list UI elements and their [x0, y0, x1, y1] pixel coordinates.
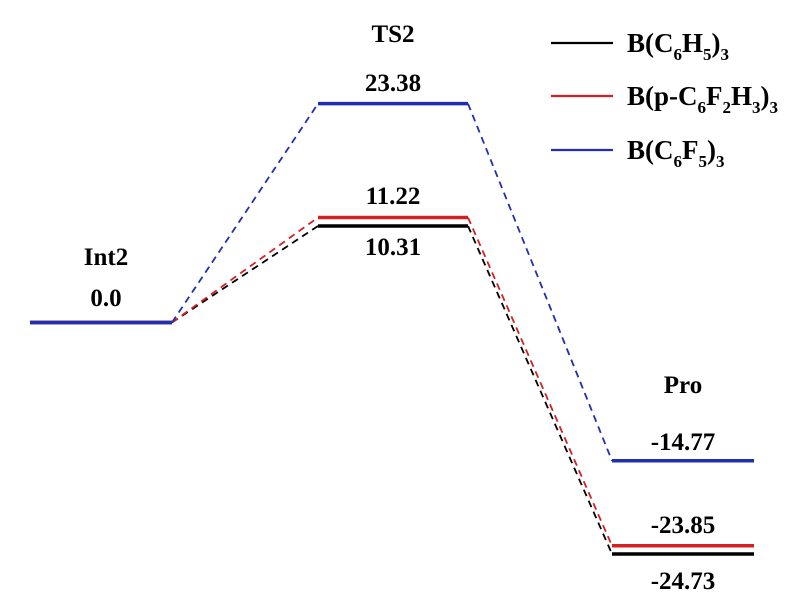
value-label-ts2-blue: 23.38 [365, 70, 421, 97]
series-0-connector-2 [467, 225, 613, 555]
value-label-pro-black: -24.73 [651, 568, 716, 595]
value-label-ts2-black: 10.31 [365, 234, 421, 261]
series-2-connector-1 [171, 103, 319, 323]
series-1-connector-1 [171, 216, 319, 324]
energy-levels [30, 101, 754, 556]
legend-label-1: B(p-C6F2H3)3 [627, 81, 778, 117]
stage-label-ts2: TS2 [371, 21, 414, 48]
value-label-int2: 0.0 [90, 285, 121, 312]
series-2-connector-2 [467, 103, 613, 462]
labels: Int2 TS2 Pro 0.0 23.38 11.22 10.31 -14.77 -23.85… [84, 21, 778, 595]
stage-label-pro: Pro [664, 372, 702, 399]
series-0-connector-1 [171, 225, 319, 324]
profile-lines [171, 103, 613, 555]
value-label-pro-red: -23.85 [651, 512, 716, 539]
legend-label-2: B(C6F5)3 [627, 135, 725, 171]
stage-label-int2: Int2 [84, 244, 128, 271]
legend-label-0: B(C6H5)3 [627, 28, 729, 64]
series-1-connector-2 [467, 217, 613, 547]
value-label-ts2-red: 11.22 [366, 183, 421, 210]
value-label-pro-blue: -14.77 [651, 429, 716, 456]
